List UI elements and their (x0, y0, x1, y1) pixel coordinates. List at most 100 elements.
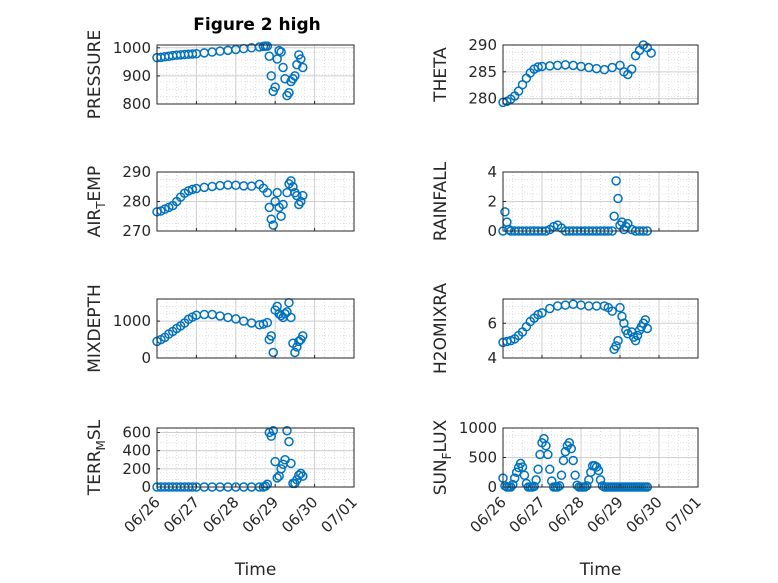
x-axis-label: Time (234, 560, 277, 580)
data-point (274, 45, 284, 56)
data-point (187, 49, 198, 59)
y-tick-label: 270 (122, 222, 151, 240)
y-tick-label: 2 (487, 193, 497, 211)
data-point (509, 473, 520, 483)
data-point (284, 88, 294, 98)
y-tick-label: 1000 (459, 419, 497, 437)
plot-area (157, 299, 354, 358)
y-tick-label: 800 (122, 95, 151, 113)
data-point (545, 464, 555, 475)
x-tick-label: 06/29 (239, 493, 282, 536)
data-point (284, 436, 294, 447)
plot-area (157, 45, 354, 104)
subplot-grid: 800 900 1000 PRESSURE 280 285 290 THETA 270 280 29… (85, 30, 705, 580)
data-point (270, 82, 280, 92)
data-point (533, 464, 543, 475)
data-point (296, 196, 306, 207)
subplot-1: 800 900 1000 PRESSURE (85, 30, 355, 119)
y-axis-label: MIXDEPTH (85, 284, 105, 373)
subplot-3: 270 280 290 AIRTEMP (85, 163, 355, 240)
y-tick-label: 285 (468, 63, 497, 81)
data-point (268, 425, 278, 436)
x-tick-label: 06/28 (545, 493, 588, 536)
data-point (554, 481, 565, 491)
x-tick-label: 06/30 (278, 493, 321, 536)
y-tick-label: 200 (122, 460, 151, 478)
y-tick-label: 0 (487, 222, 497, 240)
data-point (278, 199, 288, 210)
y-axis-label: TERRMSL (85, 419, 108, 496)
subplot-5: 0 1000 MIXDEPTH (85, 284, 355, 373)
x-tick-label: 06/28 (199, 493, 242, 536)
y-tick-label: 0 (141, 478, 151, 496)
data-point (570, 470, 580, 480)
x-tick-label: 06/27 (506, 493, 549, 536)
data-point (286, 458, 296, 469)
data-point (298, 471, 308, 481)
data-point (298, 190, 308, 201)
data-point (508, 479, 518, 490)
x-tick-label: 07/01 (662, 493, 705, 536)
data-point (294, 470, 304, 480)
y-tick-label: 4 (487, 349, 497, 367)
y-tick-label: 6 (487, 314, 497, 332)
data-point (262, 187, 273, 198)
subplot-4: 0 2 4 RAINFALL (431, 161, 699, 241)
data-point (276, 47, 286, 57)
axes-box (156, 44, 355, 105)
subplot-8: 0 500 1000 SUNFLUX 06/2606/2706/2806/2906/30… (431, 419, 705, 580)
data-point (626, 64, 637, 74)
data-point (278, 62, 288, 73)
data-point (272, 473, 282, 483)
figure-title: Figure 2 high (193, 15, 321, 35)
y-tick-label: 600 (122, 424, 151, 442)
y-axis-label: RAINFALL (431, 161, 451, 241)
data-point (187, 184, 198, 195)
data-point (611, 341, 621, 351)
data-point (288, 182, 298, 192)
plot-area (157, 428, 354, 487)
subplot-2: 280 285 290 THETA (431, 36, 699, 108)
y-tick-label: 1000 (113, 39, 151, 57)
y-tick-label: 290 (122, 163, 151, 181)
data-point (500, 207, 510, 217)
data-point (262, 41, 273, 51)
data-point (537, 308, 547, 318)
data-point (298, 62, 308, 73)
data-point (266, 214, 277, 224)
data-point (558, 455, 569, 466)
y-axis-label: THETA (431, 47, 451, 103)
data-point (286, 312, 296, 323)
y-tick-label: 280 (122, 193, 151, 211)
data-point (609, 211, 619, 221)
data-point (640, 315, 651, 325)
x-tick-label: 06/30 (623, 493, 666, 536)
data-point (613, 193, 623, 204)
axes-box (156, 427, 355, 488)
axes-box (502, 44, 699, 105)
y-tick-label: 500 (468, 449, 497, 467)
data-point (266, 71, 277, 81)
data-point (646, 48, 656, 58)
data-point (296, 54, 306, 64)
y-axis-label: H2OMIXRA (431, 283, 451, 374)
y-axis-label: SUNFLUX (431, 419, 454, 495)
x-axis-label: Time (579, 560, 622, 580)
data-point (292, 342, 302, 352)
data-point (566, 443, 576, 454)
data-point (260, 481, 271, 491)
y-tick-label: 1000 (113, 312, 151, 330)
data-point (568, 455, 578, 466)
data-point (533, 62, 543, 72)
data-point (543, 449, 553, 460)
data-point (268, 347, 278, 358)
data-point (556, 470, 567, 480)
data-point (582, 481, 592, 491)
data-point (268, 220, 278, 230)
y-tick-label: 280 (468, 90, 497, 108)
y-tick-label: 290 (468, 36, 497, 54)
data-point (607, 306, 617, 316)
data-point (611, 176, 621, 186)
data-point (282, 425, 292, 436)
